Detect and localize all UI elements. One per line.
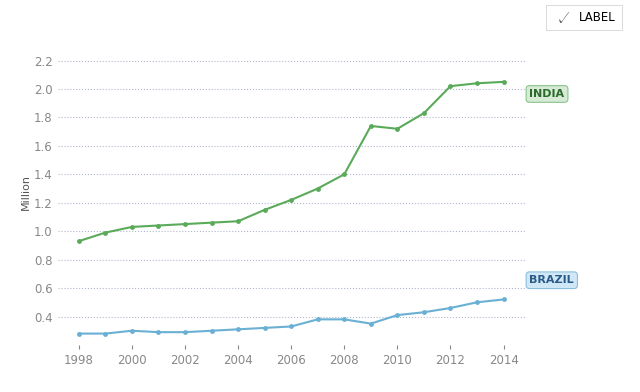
Text: INDIA: INDIA (529, 89, 564, 99)
Y-axis label: Million: Million (21, 174, 31, 210)
Legend: LABEL: LABEL (546, 5, 621, 30)
Text: BRAZIL: BRAZIL (529, 275, 574, 285)
